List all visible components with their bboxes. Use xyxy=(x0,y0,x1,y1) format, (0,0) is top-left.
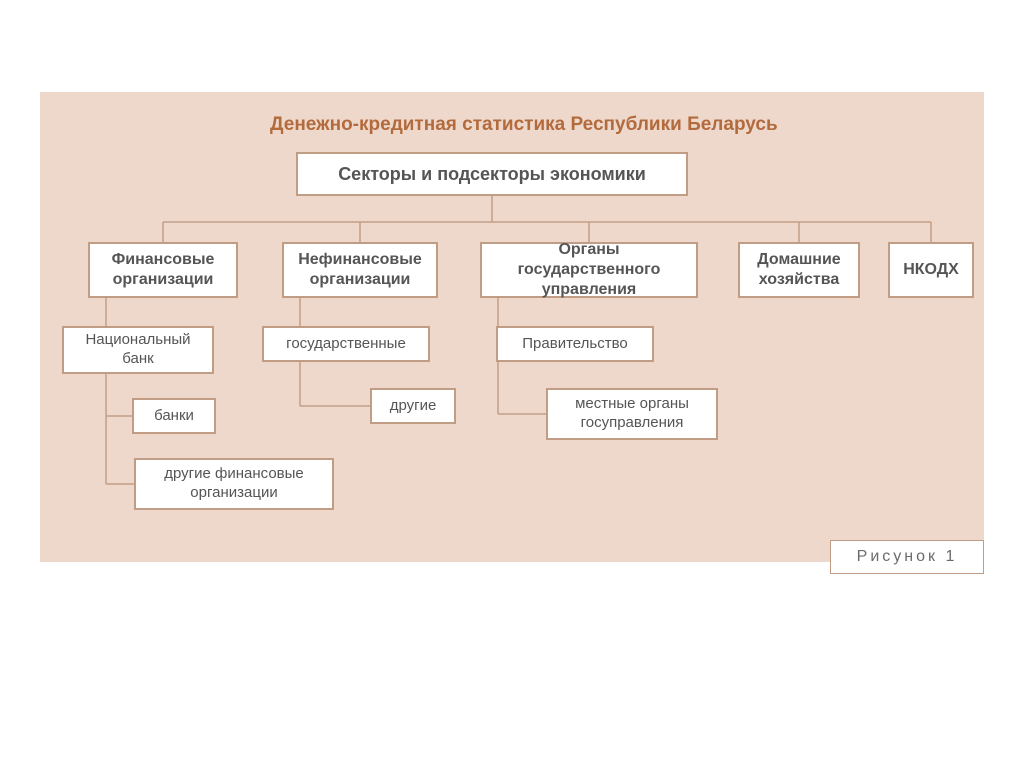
node-ofin: другие финансовые организации xyxy=(134,458,334,510)
node-nb: Национальный банк xyxy=(62,326,214,374)
node-gos: государственные xyxy=(262,326,430,362)
node-fin: Финансовые организации xyxy=(88,242,238,298)
diagram-title: Денежно-кредитная статистика Республики … xyxy=(270,114,778,136)
node-nkodh: НКОДХ xyxy=(888,242,974,298)
node-root: Секторы и подсекторы экономики xyxy=(296,152,688,196)
node-nfin: Нефинансовые организации xyxy=(282,242,438,298)
node-local: местные органы госуправления xyxy=(546,388,718,440)
node-other: другие xyxy=(370,388,456,424)
node-prav: Правительство xyxy=(496,326,654,362)
figure-caption: Рисунок 1 xyxy=(830,540,984,574)
node-gov: Органы государственного управления xyxy=(480,242,698,298)
node-banks: банки xyxy=(132,398,216,434)
diagram-canvas: Денежно-кредитная статистика Республики … xyxy=(0,0,1024,767)
node-hh: Домашние хозяйства xyxy=(738,242,860,298)
